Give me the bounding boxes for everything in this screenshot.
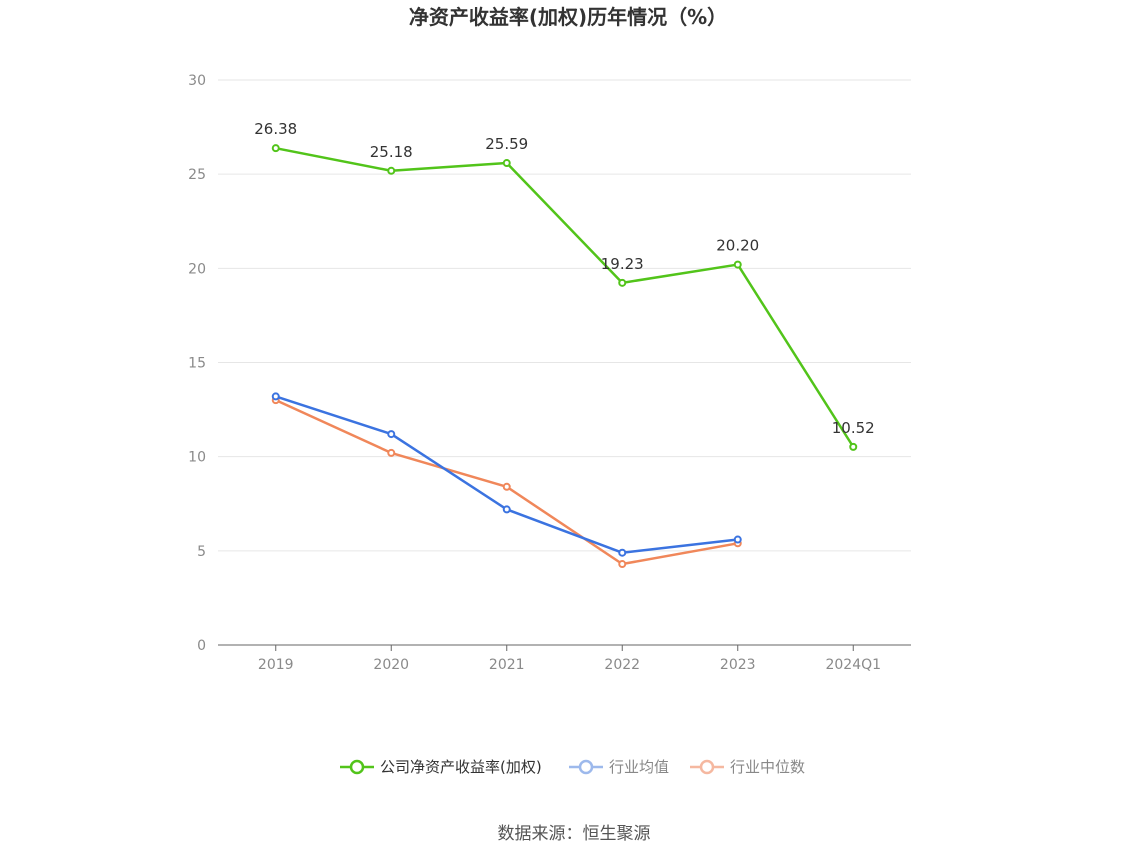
data-point[interactable] — [618, 548, 627, 557]
y-tick-label: 5 — [197, 544, 206, 560]
data-point[interactable] — [618, 278, 627, 287]
data-point[interactable] — [733, 535, 742, 544]
data-point[interactable] — [387, 166, 396, 175]
series-line — [275, 399, 738, 566]
data-label: 25.18 — [370, 143, 413, 161]
legend-label: 公司净资产收益率(加权) — [380, 758, 542, 776]
data-point[interactable] — [271, 392, 280, 401]
legend: 公司净资产收益率(加权) 行业均值 行业中位数 — [340, 758, 805, 776]
y-axis: 0 5 10 15 20 25 30 — [188, 73, 206, 654]
data-point[interactable] — [849, 442, 858, 451]
data-point[interactable] — [502, 159, 511, 168]
data-label: 25.59 — [485, 135, 528, 153]
x-tick-label: 2024Q1 — [825, 657, 881, 673]
x-tick-label: 2019 — [258, 657, 294, 673]
x-tick-label: 2023 — [720, 657, 756, 673]
gridlines — [218, 79, 911, 552]
legend-label: 行业中位数 — [730, 758, 805, 776]
data-label: 20.20 — [716, 237, 759, 255]
data-source: 数据来源：恒生聚源 — [498, 824, 651, 844]
data-point[interactable] — [502, 482, 511, 491]
y-tick-label: 15 — [188, 356, 206, 372]
data-point[interactable] — [387, 430, 396, 439]
data-point[interactable] — [502, 505, 511, 514]
series-line — [275, 395, 738, 554]
chart-title: 净资产收益率(加权)历年情况（%） — [409, 5, 727, 29]
data-point[interactable] — [387, 448, 396, 457]
y-tick-label: 25 — [188, 167, 206, 183]
legend-item[interactable]: 公司净资产收益率(加权) — [340, 758, 542, 776]
x-tick-label: 2020 — [373, 657, 409, 673]
legend-item[interactable]: 行业均值 — [569, 758, 669, 776]
legend-label: 行业均值 — [609, 758, 669, 776]
legend-marker — [699, 759, 715, 775]
data-labels: 26.38 25.18 25.59 19.23 20.20 10.52 — [254, 120, 874, 437]
data-point[interactable] — [733, 260, 742, 269]
series-layer — [271, 144, 858, 569]
data-label: 26.38 — [254, 120, 297, 138]
legend-item[interactable]: 行业中位数 — [690, 758, 805, 776]
legend-marker — [578, 759, 594, 775]
series-line — [275, 146, 855, 448]
y-tick-label: 10 — [188, 450, 206, 466]
data-point[interactable] — [618, 560, 627, 569]
data-label: 10.52 — [832, 419, 875, 437]
data-label: 19.23 — [601, 255, 644, 273]
legend-marker — [349, 759, 365, 775]
y-tick-label: 20 — [188, 261, 206, 277]
y-tick-label: 30 — [188, 73, 206, 89]
x-tick-label: 2021 — [489, 657, 525, 673]
x-tick-label: 2022 — [604, 657, 640, 673]
y-tick-label: 0 — [197, 638, 206, 654]
data-point[interactable] — [271, 144, 280, 153]
x-axis: 2019 2020 2021 2022 2023 2024Q1 — [218, 644, 911, 673]
